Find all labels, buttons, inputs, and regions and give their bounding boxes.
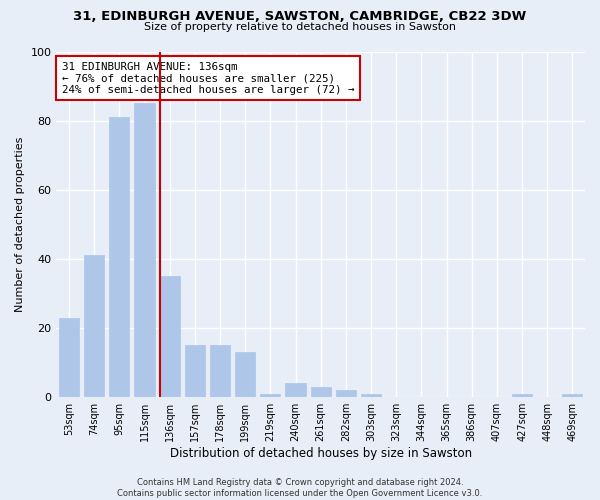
Bar [260,394,280,397]
Bar [361,394,381,397]
Bar [109,117,130,397]
Text: 31 EDINBURGH AVENUE: 136sqm
← 76% of detached houses are smaller (225)
24% of se: 31 EDINBURGH AVENUE: 136sqm ← 76% of det… [62,62,354,95]
Bar [311,387,331,397]
Y-axis label: Number of detached properties: Number of detached properties [15,136,25,312]
Bar [562,394,583,397]
Text: Contains HM Land Registry data © Crown copyright and database right 2024.
Contai: Contains HM Land Registry data © Crown c… [118,478,482,498]
Bar [235,352,255,397]
Bar [160,276,180,397]
Bar [336,390,356,397]
Bar [134,104,155,397]
Bar [59,318,79,397]
Bar [286,384,305,397]
Bar [84,256,104,397]
Text: 31, EDINBURGH AVENUE, SAWSTON, CAMBRIDGE, CB22 3DW: 31, EDINBURGH AVENUE, SAWSTON, CAMBRIDGE… [73,10,527,23]
X-axis label: Distribution of detached houses by size in Sawston: Distribution of detached houses by size … [170,447,472,460]
Bar [210,346,230,397]
Text: Size of property relative to detached houses in Sawston: Size of property relative to detached ho… [144,22,456,32]
Bar [512,394,532,397]
Bar [185,346,205,397]
